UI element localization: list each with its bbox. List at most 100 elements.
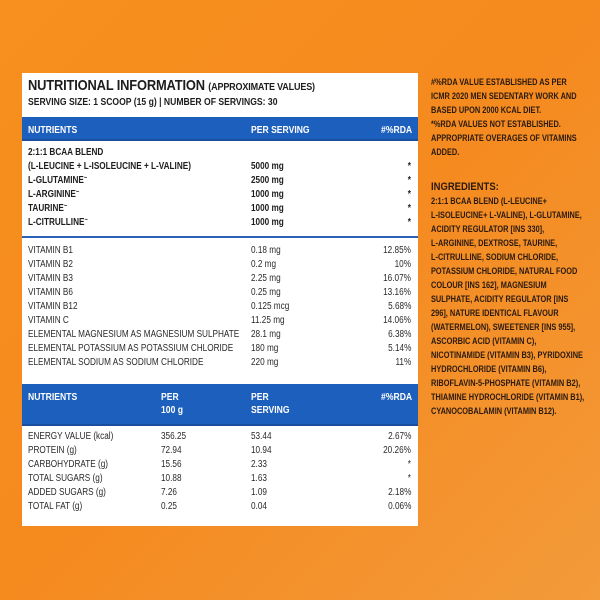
nutrient-name-wrap: L-CITRULLINE~ [28,216,88,230]
note-line: BASED UPON 2000 KCAL DIET. [431,105,542,115]
note-line: #%RDA VALUE ESTABLISHED AS PER [431,77,567,87]
per-100g-value: 15.56 [161,459,182,470]
note-line: APPROPRIATE OVERAGES OF VITAMINS [431,133,577,143]
nutrition-panel: NUTRITIONAL INFORMATION (APPROXIMATE VAL… [22,73,418,526]
table1-header: NUTRIENTS PER SERVING #%RDA [22,117,418,141]
per-100g-value: 10.88 [161,473,182,484]
header-per-100g-line1: PER [161,392,179,403]
header-rda: #%RDA [380,392,412,403]
nutrient-name: ELEMENTAL POTASSIUM AS POTASSIUM CHLORID… [28,343,234,354]
ingredient-line: HYDROCHLORIDE (VITAMIN B6), [431,364,547,374]
per-100g-value: 356.25 [161,431,187,442]
rda-notes: #%RDA VALUE ESTABLISHED AS PER ICMR 2020… [431,75,595,159]
nutrient-value: 5000 mg [251,161,284,172]
macro-section: ENERGY VALUE (kcal) 356.25 53.44 2.67% P… [22,426,418,514]
per-serving-value: 2.33 [251,459,267,470]
per-serving-value: 10.94 [251,445,272,456]
header-per-serving: PER SERVING [251,125,310,136]
nutrient-rda: * [407,459,411,470]
ingredients-title: INGREDIENTS: [431,181,499,193]
nutrient-rda: 16.07% [383,273,411,284]
nutrient-name-wrap: L-GLUTAMINE~ [28,174,87,188]
ingredient-line: NICOTINAMIDE (VITAMIN B3), PYRIDOXINE [431,350,583,360]
title-block: NUTRITIONAL INFORMATION (APPROXIMATE VAL… [22,73,418,113]
nutrient-rda: * [407,217,411,228]
nutrient-name: L-CITRULLINE [28,217,85,228]
ingredient-line: 2:1:1 BCAA BLEND (L-LEUCINE+ [431,196,547,206]
per-serving-value: 1.63 [251,473,267,484]
header-per-100g-line2: 100 g [161,405,183,416]
nutrient-rda: 20.26% [383,445,411,456]
nutrient-name: ADDED SUGARS (g) [28,487,106,498]
ingredient-line: SULPHATE, ACIDITY REGULATOR [INS [431,294,569,304]
nutrient-name-wrap: L-ARGININE~ [28,188,79,202]
table-row: ELEMENTAL POTASSIUM AS POTASSIUM CHLORID… [22,342,418,356]
ingredient-line: ACIDITY REGULATOR [INS 330], [431,224,545,234]
header-per-serving-line1: PER [251,392,269,403]
nutrient-value: 180 mg [251,343,279,354]
per-serving-value: 0.04 [251,501,267,512]
table-row: CARBOHYDRATE (g) 15.56 2.33 * [22,458,418,472]
table-row: (L-LEUCINE + L-ISOLEUCINE + L-VALINE) 50… [22,160,418,174]
header-nutrients: NUTRIENTS [28,392,78,403]
table-row: L-GLUTAMINE~ 2500 mg * [22,174,418,188]
table-row: L-ARGININE~ 1000 mg * [22,188,418,202]
table-row: ADDED SUGARS (g) 7.26 1.09 2.18% [22,486,418,500]
note-line: ADDED. [431,147,460,157]
table2-header: NUTRIENTS PER 100 g PER SERVING #%RDA [22,384,418,426]
nutrient-rda: * [407,175,411,186]
nutrient-rda: 0.06% [387,501,411,512]
nutrient-name: TOTAL FAT (g) [28,501,83,512]
table-row: TOTAL SUGARS (g) 10.88 1.63 * [22,472,418,486]
footnote-mark: ~ [75,189,80,196]
per-100g-value: 72.94 [161,445,182,456]
ingredient-line: L-ISOLEUCINE+ L-VALINE), L-GLUTAMINE, [431,210,582,220]
nutrient-rda: * [407,189,411,200]
nutrient-value: 0.2 mg [251,259,277,270]
nutrient-rda: 13.16% [383,287,411,298]
per-serving-value: 53.44 [251,431,272,442]
table-row: 2:1:1 BCAA BLEND [22,146,418,160]
note-line: ICMR 2020 MEN SEDENTARY WORK AND [431,91,577,101]
header-per-100g: PER 100 g [161,391,183,417]
header-per-serving: PER SERVING [251,391,290,417]
nutrient-name: 2:1:1 BCAA BLEND [28,147,104,158]
ingredient-line: THIAMINE HYDROCHLORIDE (VITAMIN B1), [431,392,585,402]
nutrient-rda: 12.85% [383,245,411,256]
vitamin-section: VITAMIN B1 0.18 mg 12.85% VITAMIN B2 0.2… [22,244,418,370]
nutrient-value: 1000 mg [251,203,284,214]
nutrient-name: (L-LEUCINE + L-ISOLEUCINE + L-VALINE) [28,161,191,172]
nutrient-name-wrap: TAURINE~ [28,202,67,216]
nutrient-name: ELEMENTAL SODIUM AS SODIUM CHLORIDE [28,357,204,368]
nutrient-name: L-GLUTAMINE [28,175,84,186]
nutrient-name: VITAMIN C [28,315,69,326]
table-row: TOTAL FAT (g) 0.25 0.04 0.06% [22,500,418,514]
nutrient-name: VITAMIN B2 [28,259,73,270]
serving-info: SERVING SIZE: 1 SCOOP (15 g) | NUMBER OF… [28,97,278,108]
table-row: TAURINE~ 1000 mg * [22,202,418,216]
nutrient-rda: * [407,203,411,214]
table-row: ELEMENTAL SODIUM AS SODIUM CHLORIDE 220 … [22,356,418,370]
nutrient-rda: 2.67% [387,431,411,442]
nutrient-name: TAURINE [28,203,64,214]
nutrient-name: ENERGY VALUE (kcal) [28,431,114,442]
nutrient-name: VITAMIN B12 [28,301,78,312]
ingredient-line: RIBOFLAVIN-5-PHOSPHATE (VITAMIN B2), [431,378,581,388]
nutrient-value: 0.25 mg [251,287,281,298]
nutrient-value: 1000 mg [251,189,284,200]
nutrient-rda: 14.06% [383,315,411,326]
section-divider [22,236,418,238]
footnote-mark: ~ [83,175,88,182]
nutrient-rda: * [407,473,411,484]
nutrient-value: 2500 mg [251,175,284,186]
nutrient-value: 11.25 mg [251,315,285,326]
table-row: VITAMIN B2 0.2 mg 10% [22,258,418,272]
table-row: ENERGY VALUE (kcal) 356.25 53.44 2.67% [22,430,418,444]
amino-section: 2:1:1 BCAA BLEND (L-LEUCINE + L-ISOLEUCI… [22,141,418,230]
nutrient-value: 0.18 mg [251,245,281,256]
nutrient-rda: 11% [395,357,411,368]
header-per-serving-line2: SERVING [251,405,290,416]
nutrient-rda: * [407,161,411,172]
footnote-mark: ~ [63,203,68,210]
ingredient-line: COLOUR [INS 162], MAGNESIUM [431,280,547,290]
